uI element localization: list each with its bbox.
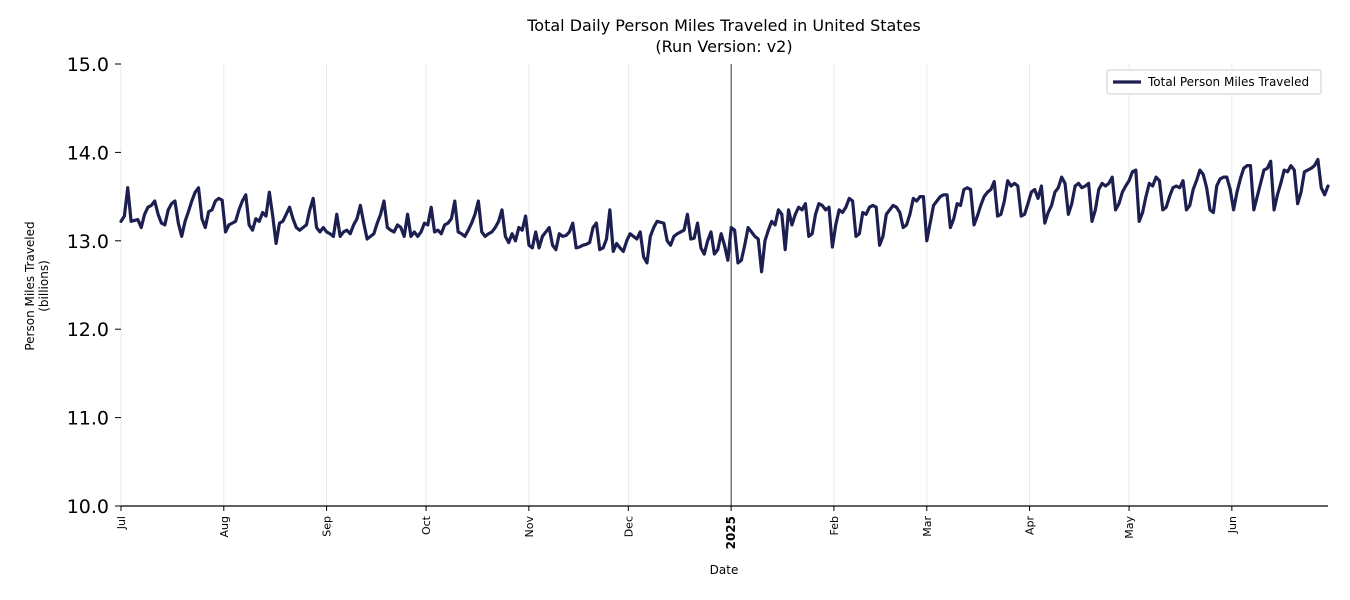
x-tick-label: Nov xyxy=(523,516,536,538)
y-tick-label: 14.0 xyxy=(67,142,109,164)
x-axis-ticks: Jul Aug Sep Oct Nov Dec 2025 Feb Mar Apr May Jun xyxy=(115,506,1239,549)
x-tick-label: Jun xyxy=(1226,516,1239,534)
y-tick-label: 15.0 xyxy=(67,54,109,76)
x-tick-label: 2025 xyxy=(724,516,738,549)
x-axis-label: Date xyxy=(710,563,739,577)
x-tick-label: Dec xyxy=(622,516,635,537)
x-tick-label: May xyxy=(1123,516,1136,539)
y-tick-label: 13.0 xyxy=(67,231,109,253)
y-tick-label: 10.0 xyxy=(67,496,109,518)
x-tick-label: Jul xyxy=(115,516,128,530)
x-tick-label: Oct xyxy=(420,515,433,535)
y-axis-ticks: 10.0 11.0 12.0 13.0 14.0 15.0 xyxy=(67,54,121,518)
y-axis-label: Person Miles Traveled xyxy=(23,221,37,350)
legend: Total Person Miles Traveled xyxy=(1106,69,1322,95)
x-tick-label: Aug xyxy=(218,516,231,537)
x-tick-label: Sep xyxy=(321,516,334,537)
y-tick-label: 12.0 xyxy=(67,319,109,341)
chart-subtitle: (Run Version: v2) xyxy=(655,37,792,56)
legend-box xyxy=(1106,69,1322,95)
chart-title: Total Daily Person Miles Traveled in Uni… xyxy=(526,16,921,35)
grid-layer xyxy=(120,64,1233,506)
series-line xyxy=(119,157,1330,274)
x-tick-label: Mar xyxy=(921,516,934,537)
legend-label: Total Person Miles Traveled xyxy=(1147,75,1309,89)
y-axis-unit-label: (billions) xyxy=(37,260,51,312)
y-tick-label: 11.0 xyxy=(67,408,109,430)
x-tick-label: Feb xyxy=(828,516,841,535)
x-tick-label: Apr xyxy=(1024,516,1037,536)
